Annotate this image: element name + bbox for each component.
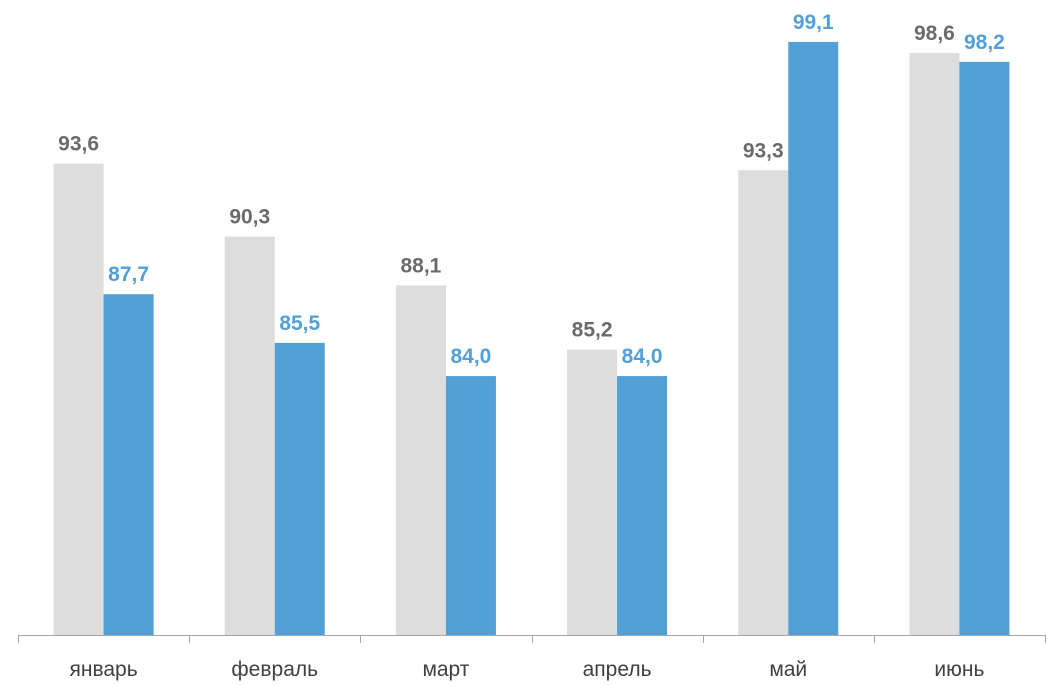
- x-tick-label: март: [422, 658, 469, 681]
- bar-series-2-5: [788, 41, 839, 635]
- bar-series-1-3: [395, 285, 446, 635]
- data-label-series-2-6: 98,2: [964, 31, 1005, 54]
- data-label-series-1-3: 88,1: [400, 254, 441, 277]
- data-label-series-2-4: 84,0: [622, 345, 663, 368]
- data-label-series-1-4: 85,2: [572, 319, 613, 342]
- x-tick-label: июнь: [934, 658, 984, 681]
- data-label-series-1-2: 90,3: [229, 206, 270, 229]
- bar-series-2-3: [445, 376, 496, 635]
- bars-layer: [53, 41, 1010, 636]
- data-label-series-2-1: 87,7: [108, 263, 149, 286]
- x-axis: [18, 635, 1046, 643]
- data-label-series-2-3: 84,0: [450, 345, 491, 368]
- bar-series-1-1: [53, 163, 104, 635]
- data-label-series-1-5: 93,3: [743, 139, 784, 162]
- x-tick-label: май: [769, 658, 807, 681]
- data-label-series-2-2: 85,5: [279, 312, 320, 335]
- bar-series-1-4: [567, 349, 618, 635]
- value-labels-layer: 93,6 87,7 90,3 85,5 88,1 84,0 85,2 84,0 93,3 99,1…: [58, 11, 1005, 368]
- bar-series-2-6: [959, 61, 1010, 636]
- x-tick-label: февраль: [231, 658, 318, 681]
- bar-series-1-6: [909, 52, 960, 636]
- bar-series-2-1: [103, 294, 154, 635]
- bar-series-1-2: [224, 236, 275, 635]
- bar-series-2-2: [274, 342, 325, 635]
- bar-series-2-4: [617, 376, 668, 635]
- data-label-series-1-1: 93,6: [58, 133, 99, 156]
- x-tick-labels: январь февраль март апрель май июнь: [69, 658, 984, 681]
- bar-series-1-5: [738, 170, 789, 635]
- x-tick-label: январь: [69, 658, 137, 681]
- x-tick-label: апрель: [583, 658, 652, 681]
- data-label-series-2-5: 99,1: [793, 11, 834, 34]
- data-label-series-1-6: 98,6: [914, 22, 955, 45]
